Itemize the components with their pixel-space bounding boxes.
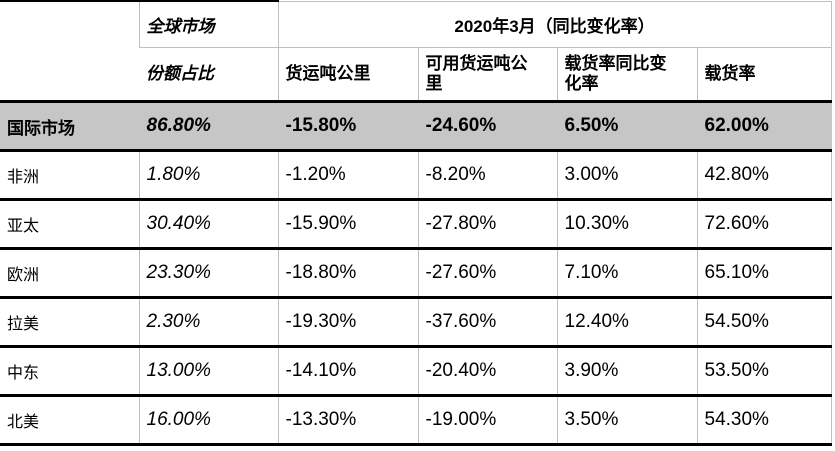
load-factor-cell: 72.60% — [696, 199, 832, 250]
col-header-load-factor: 载货率 — [696, 47, 832, 103]
table-row-international: 国际市场 86.80% -15.80% -24.60% 6.50% 62.00% — [0, 101, 832, 152]
share-cell: 23.30% — [138, 248, 278, 299]
aftk-cell: -27.60% — [417, 248, 557, 299]
period-header: 2020年3月（同比变化率） — [277, 0, 832, 48]
aftk-cell: -24.60% — [417, 101, 557, 152]
share-cell: 16.00% — [138, 395, 278, 446]
global-market-header: 全球市场 — [138, 0, 278, 48]
aftk-cell: -37.60% — [417, 297, 557, 348]
load-factor-cell: 65.10% — [696, 248, 832, 299]
region-cell: 拉美 — [0, 297, 139, 348]
table-row-europe: 欧洲 23.30% -18.80% -27.60% 7.10% 65.10% — [0, 248, 832, 299]
aftk-cell: -20.40% — [417, 346, 557, 397]
corner-cell — [0, 0, 139, 103]
share-cell: 1.80% — [138, 150, 278, 201]
load-factor-cell: 54.30% — [696, 395, 832, 446]
region-cell: 国际市场 — [0, 101, 139, 152]
load-factor-cell: 62.00% — [696, 101, 832, 152]
table-row-africa: 非洲 1.80% -1.20% -8.20% 3.00% 42.80% — [0, 150, 832, 201]
table-row-asia-pacific: 亚太 30.40% -15.90% -27.80% 10.30% 72.60% — [0, 199, 832, 250]
col-header-ftk: 货运吨公里 — [277, 47, 418, 103]
ftk-cell: -14.10% — [277, 346, 418, 397]
load-factor-change-cell: 7.10% — [556, 248, 697, 299]
load-factor-cell: 42.80% — [696, 150, 832, 201]
load-factor-change-cell: 3.50% — [556, 395, 697, 446]
table-row-middle-east: 中东 13.00% -14.10% -20.40% 3.90% 53.50% — [0, 346, 832, 397]
table-row-north-america: 北美 16.00% -13.30% -19.00% 3.50% 54.30% — [0, 395, 832, 446]
col-header-aftk: 可用货运吨公里 — [417, 47, 557, 103]
load-factor-change-cell: 12.40% — [556, 297, 697, 348]
load-factor-change-cell: 10.30% — [556, 199, 697, 250]
load-factor-change-cell: 3.90% — [556, 346, 697, 397]
region-cell: 非洲 — [0, 150, 139, 201]
header-row-1: 全球市场 2020年3月（同比变化率） — [0, 0, 832, 103]
ftk-cell: -1.20% — [277, 150, 418, 201]
share-cell: 30.40% — [138, 199, 278, 250]
region-cell: 北美 — [0, 395, 139, 446]
load-factor-cell: 53.50% — [696, 346, 832, 397]
share-header: 份额占比 — [139, 47, 278, 103]
ftk-cell: -15.90% — [277, 199, 418, 250]
ftk-cell: -15.80% — [277, 101, 418, 152]
share-cell: 13.00% — [138, 346, 278, 397]
aftk-cell: -19.00% — [417, 395, 557, 446]
ftk-cell: -19.30% — [277, 297, 418, 348]
ftk-cell: -13.30% — [277, 395, 418, 446]
share-cell: 2.30% — [138, 297, 278, 348]
table-row-latin-america: 拉美 2.30% -19.30% -37.60% 12.40% 54.50% — [0, 297, 832, 348]
load-factor-cell: 54.50% — [696, 297, 832, 348]
load-factor-change-cell: 3.00% — [556, 150, 697, 201]
col-header-load-factor-change: 载货率同比变化率 — [556, 47, 697, 103]
ftk-cell: -18.80% — [277, 248, 418, 299]
load-factor-change-cell: 6.50% — [556, 101, 697, 152]
region-cell: 亚太 — [0, 199, 139, 250]
region-cell: 中东 — [0, 346, 139, 397]
header-row-2: 份额占比 货运吨公里 可用货运吨公里 载货率同比变化率 载货率 — [0, 47, 832, 103]
aftk-cell: -8.20% — [417, 150, 557, 201]
share-cell: 86.80% — [138, 101, 278, 152]
region-cell: 欧洲 — [0, 248, 139, 299]
aftk-cell: -27.80% — [417, 199, 557, 250]
